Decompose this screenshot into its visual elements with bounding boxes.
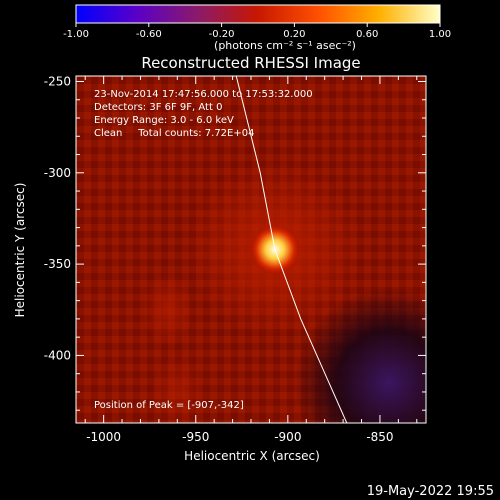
annotations: 23-Nov-2014 17:47:56.000 to 17:53:32.000… <box>94 89 313 411</box>
chart-title: Reconstructed RHESSI Image <box>141 54 360 72</box>
heatmap <box>76 76 426 423</box>
colorbar-tick-label: 0.20 <box>283 29 305 40</box>
colorbar <box>75 4 441 24</box>
colorbar-ticks: -1.00 -0.60 -0.20 0.20 0.60 1.00 <box>63 23 451 40</box>
x-tick-label: -1000 <box>86 430 121 444</box>
x-tick-label: -900 <box>274 430 301 444</box>
annotation-line: Detectors: 3F 6F 9F, Att 0 <box>94 102 222 113</box>
negative-region <box>294 287 426 423</box>
y-tick-label: -250 <box>44 74 71 88</box>
y-axis-label: Heliocentric Y (arcsec) <box>13 183 27 318</box>
annotation-line: 23-Nov-2014 17:47:56.000 to 17:53:32.000 <box>94 89 313 100</box>
colorbar-unit-label: (photons cm⁻² s⁻¹ asec⁻²) <box>214 39 356 52</box>
footer-timestamp: 19-May-2022 19:55 <box>367 484 494 499</box>
colorbar-tick-label: -1.00 <box>63 29 89 40</box>
colorbar-tick-label: 1.00 <box>429 29 451 40</box>
peak-position-label: Position of Peak = [-907,-342] <box>94 400 244 411</box>
annotation-line: Energy Range: 3.0 - 6.0 keV <box>94 115 234 126</box>
colorbar-tick-label: -0.60 <box>136 29 162 40</box>
secondary-source <box>142 269 195 350</box>
axis-ticks: -1000 -950 -900 -850 -250 -300 -350 -400 <box>44 74 426 444</box>
x-axis-label: Heliocentric X (arcsec) <box>184 449 320 463</box>
y-tick-label: -350 <box>44 257 71 271</box>
secondary-source <box>151 351 204 423</box>
colorbar-tick-label: 0.60 <box>356 29 378 40</box>
x-tick-label: -850 <box>366 430 393 444</box>
annotation-line: Clean Total counts: 7.72E+04 <box>94 128 254 139</box>
y-tick-label: -400 <box>44 348 71 362</box>
y-tick-label: -300 <box>44 166 71 180</box>
colorbar-tick-label: -0.20 <box>209 29 235 40</box>
x-tick-label: -950 <box>182 430 209 444</box>
solar-limb-line <box>235 76 348 423</box>
